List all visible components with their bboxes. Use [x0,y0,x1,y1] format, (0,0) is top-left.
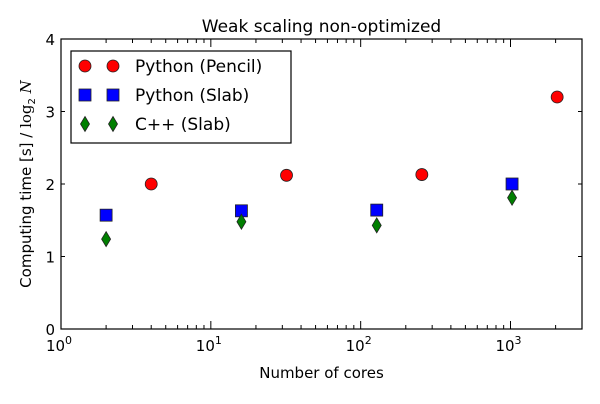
legend-label: C++ (Slab) [135,115,231,135]
data-point-circle [280,168,293,182]
y-axis-label: Computing time [s] / log2 N [17,79,38,287]
plot-frame [60,38,583,330]
data-point-diamond [101,230,112,248]
data-point-circle [415,168,429,181]
series-python-pencil [144,90,564,191]
data-point-circle [550,90,564,104]
y-axis-label-text: Computing time [s] / log2 N [17,79,38,287]
legend-marker-circle [106,59,120,73]
legend-marker-circle [78,59,92,73]
series-c-slab [101,189,518,248]
legend-marker-diamond [108,115,118,133]
y-tick-label: 1 [45,249,55,267]
legend-label: Python (Pencil) [135,57,262,77]
data-point-square [370,203,384,217]
legend-entry: C++ (Slab) [80,115,231,135]
legend: Python (Pencil) Python (Slab) C++ (Slab) [70,50,292,144]
legend-entry: Python (Pencil) [78,57,262,77]
data-point-diamond [236,213,247,230]
legend-marker-square [78,88,92,102]
x-tick-label: 102 [346,334,372,355]
y-tick-label: 0 [45,321,55,339]
x-tick-label: 103 [495,334,521,355]
data-point-diamond [371,217,382,234]
x-axis-label: Number of cores [259,364,384,382]
x-tick-label: 100 [46,334,72,355]
data-point-square [99,208,113,222]
y-tick-label: 3 [45,104,55,122]
legend-label: Python (Slab) [135,86,249,106]
data-point-square [505,177,519,191]
x-tick-label: 101 [196,334,222,355]
y-tick-label: 2 [45,176,55,194]
data-marks [99,90,564,248]
legend-marker-diamond [80,115,90,133]
data-point-diamond [507,189,518,207]
legend-entry: Python (Slab) [78,86,249,106]
series-python-slab [99,177,519,222]
axis-ticks: 0 1 2 3 4 100 101 102 103 [45,31,583,355]
legend-marker-square [106,88,120,102]
data-point-circle [144,177,158,191]
chart-title: Weak scaling non-optimized [202,17,441,37]
y-tick-label: 4 [45,31,55,49]
